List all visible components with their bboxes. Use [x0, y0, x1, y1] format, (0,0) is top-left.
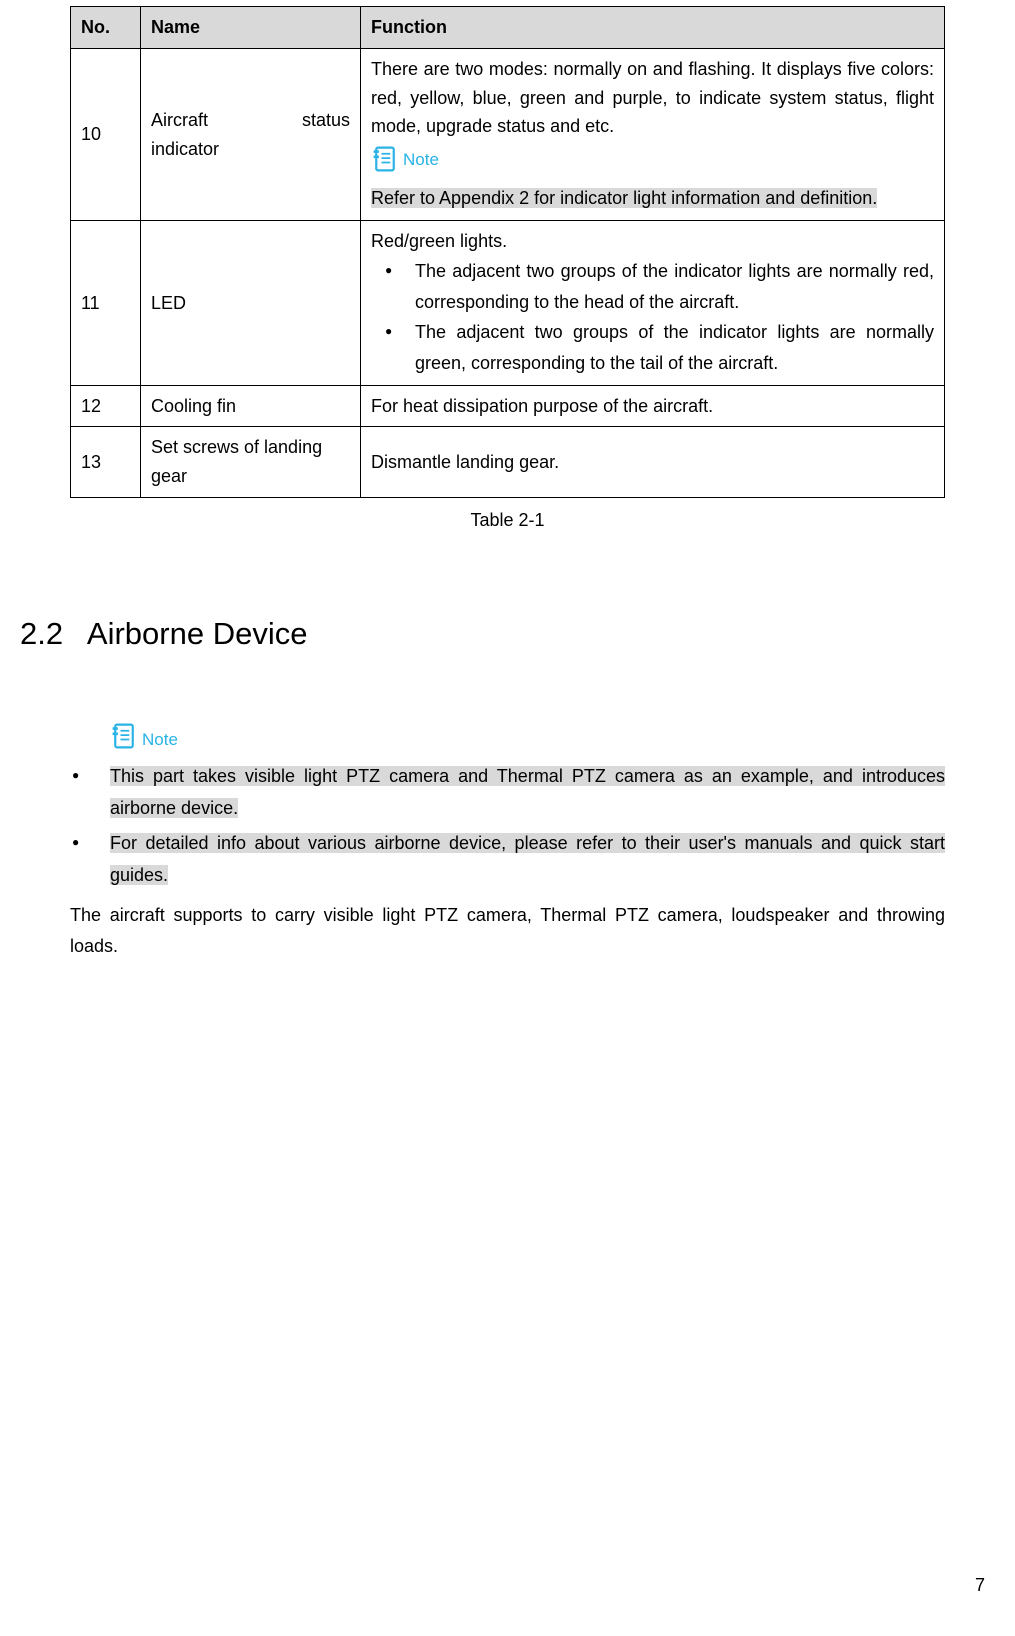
- cell-function: For heat dissipation purpose of the airc…: [361, 385, 945, 427]
- cell-no: 11: [71, 221, 141, 385]
- cell-name: LED: [141, 221, 361, 385]
- section-title: Airborne Device: [87, 616, 308, 651]
- note-icon: [110, 722, 138, 750]
- header-name: Name: [141, 7, 361, 49]
- cell-name: Aircraft status indicator: [141, 48, 361, 221]
- note-label: Note: [142, 730, 178, 750]
- cell-function: There are two modes: normally on and fla…: [361, 48, 945, 221]
- component-table: No. Name Function 10 Aircraft status ind…: [70, 6, 945, 498]
- note-label: Note: [403, 146, 439, 173]
- function-text: There are two modes: normally on and fla…: [371, 55, 934, 141]
- table-row: 13 Set screws of landing gear Dismantle …: [71, 427, 945, 498]
- cell-function: Dismantle landing gear.: [361, 427, 945, 498]
- list-item: The adjacent two groups of the indicator…: [371, 317, 934, 378]
- cell-name: Cooling fin: [141, 385, 361, 427]
- cell-no: 10: [71, 48, 141, 221]
- led-intro: Red/green lights.: [371, 227, 934, 256]
- table-caption: Table 2-1: [70, 510, 945, 531]
- name-line1: Aircraft status: [151, 106, 350, 135]
- table-header-row: No. Name Function: [71, 7, 945, 49]
- list-item: This part takes visible light PTZ camera…: [70, 760, 945, 825]
- note-icon: [371, 145, 399, 173]
- note-callout: Note: [371, 145, 439, 173]
- section-paragraph: The aircraft supports to carry visible l…: [70, 900, 945, 961]
- list-item: The adjacent two groups of the indicator…: [371, 256, 934, 317]
- cell-no: 12: [71, 385, 141, 427]
- cell-name: Set screws of landing gear: [141, 427, 361, 498]
- note-text: Refer to Appendix 2 for indicator light …: [371, 182, 934, 214]
- name-line2: indicator: [151, 135, 350, 164]
- page-number: 7: [975, 1575, 985, 1596]
- led-bullet-list: The adjacent two groups of the indicator…: [371, 256, 934, 378]
- list-item: For detailed info about various airborne…: [70, 827, 945, 892]
- section-bullet-list: This part takes visible light PTZ camera…: [70, 760, 945, 892]
- table-row: 10 Aircraft status indicator There are t…: [71, 48, 945, 221]
- header-function: Function: [361, 7, 945, 49]
- section-heading: 2.2 Airborne Device: [20, 616, 945, 652]
- section-number: 2.2: [20, 616, 80, 652]
- table-row: 12 Cooling fin For heat dissipation purp…: [71, 385, 945, 427]
- header-no: No.: [71, 7, 141, 49]
- note-callout: Note: [110, 722, 178, 750]
- cell-no: 13: [71, 427, 141, 498]
- cell-function: Red/green lights. The adjacent two group…: [361, 221, 945, 385]
- table-row: 11 LED Red/green lights. The adjacent tw…: [71, 221, 945, 385]
